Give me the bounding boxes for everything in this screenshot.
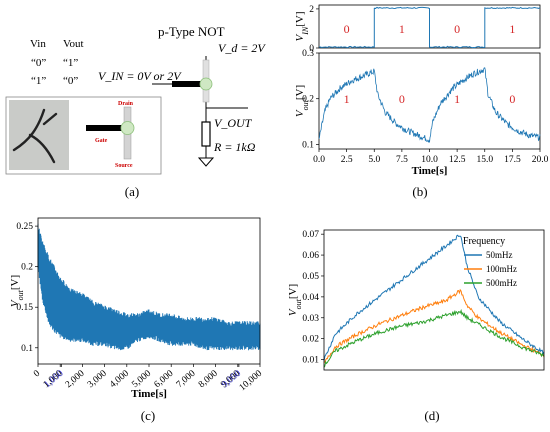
y-tick-label: 0.1: [21, 344, 33, 354]
y-tick-label: 0.04: [302, 293, 319, 303]
vin-label: V_IN = 0V or 2V: [98, 69, 182, 83]
truth-table-header-vout: Vout: [63, 38, 84, 50]
x-tick-label: 6,000: [153, 369, 176, 391]
channel-node-icon: [120, 121, 135, 135]
x-tick-label: 2,000: [64, 369, 87, 391]
truth-table-row2-vout: “0”: [63, 75, 78, 87]
y-axis-label: Vout[V]: [9, 275, 25, 307]
x-tick-label: 5,000: [130, 369, 153, 391]
plot-frame: [323, 229, 545, 371]
truth-table-row1-vin: “0”: [31, 57, 46, 69]
y-tick-label: 0.02: [302, 335, 319, 345]
circuit-title: p-Type NOT: [158, 24, 225, 39]
plot-frame: [318, 4, 541, 49]
resistor-icon: [201, 121, 211, 147]
x-tick-label: 20.0: [532, 155, 549, 165]
series-line-50mHz: [323, 234, 545, 362]
y-tick-label: 0.25: [16, 222, 33, 232]
x-tick-label: 15.0: [476, 155, 493, 165]
y-tick-label: 0.07: [302, 230, 319, 240]
y-tick-label: 0: [309, 44, 314, 54]
x-axis-label: Time[s]: [412, 165, 448, 177]
y-tick-label: 0.2: [21, 263, 33, 273]
series-line-500mHz: [323, 308, 545, 368]
state-annotation: 1: [344, 92, 350, 106]
state-annotation: 0: [454, 22, 460, 36]
legend-title: Frequency: [463, 236, 505, 247]
resistor-label: R = 1kΩ: [213, 140, 256, 154]
caption-d: (d): [424, 408, 439, 423]
gate-bar: [86, 125, 124, 131]
circuit-gate: [172, 81, 203, 87]
x-tick-label: 10,000: [238, 369, 265, 394]
x-tick-label: 10.0: [421, 155, 438, 165]
caption-a: (a): [125, 184, 139, 199]
y-tick-label: 0.1: [302, 140, 314, 150]
x-tick-label: 0.0: [313, 155, 325, 165]
chart-b-top: 0 2 0 1 0 1 VIN[V]: [294, 4, 541, 54]
panel-a: Vin Vout “0” “1” “1” “0” Drain Gate Sour…: [5, 24, 266, 199]
x-tick-label: 1,050: [43, 369, 66, 391]
y-axis-label: VIN[V]: [294, 11, 310, 41]
legend-label: 100mHz: [486, 264, 517, 274]
chart-b-bottom: 0.1 0.2 0.3 0.0 2.5 5.0 7.5 10.0 12.5 15.0 17.5 20.…: [294, 49, 549, 177]
vout-label: V_OUT: [214, 116, 253, 130]
truth-table-row2-vin: “1”: [31, 75, 46, 87]
y-tick-label: 0.01: [302, 356, 319, 366]
state-annotation: 1: [509, 22, 515, 36]
state-annotation: 0: [344, 22, 350, 36]
y-axis-label: Vout[V]: [287, 284, 303, 316]
y-tick-label: 0.2: [302, 95, 314, 105]
circuit-node-icon: [199, 77, 213, 91]
ground-icon: [197, 157, 215, 167]
x-tick-label: 12.5: [449, 155, 466, 165]
caption-b: (b): [412, 184, 427, 199]
x-tick-label: 5.0: [368, 155, 380, 165]
plot-frame: [318, 52, 541, 150]
truth-table-header-vin: Vin: [30, 38, 46, 50]
chart-d: 0.01 0.02 0.03 0.04 0.05 0.06 0.07 Vout[V] Frequ…: [287, 229, 545, 371]
drain-label: Drain: [118, 101, 134, 107]
gate-label: Gate: [95, 138, 108, 144]
device-photo: [9, 100, 69, 170]
x-tick-label: 2.5: [341, 155, 353, 165]
x-tick-label: 8,000: [197, 369, 220, 391]
x-tick-label: 0: [32, 369, 42, 380]
caption-c: (c): [141, 408, 155, 423]
y-tick-label: 0.05: [302, 272, 319, 282]
series-line: [319, 6, 541, 49]
series-line: [318, 67, 541, 143]
state-annotation: 0: [399, 92, 405, 106]
truth-table-row1-vout: “1”: [63, 57, 78, 69]
x-axis-label: Time[s]: [131, 388, 167, 400]
x-tick-label: 7,000: [175, 369, 198, 391]
x-tick-label: 4,000: [108, 369, 131, 391]
series-band: [37, 223, 261, 351]
x-tick-label: 17.5: [504, 155, 521, 165]
y-tick-label: 0.15: [16, 303, 33, 313]
y-tick-label: 0.06: [302, 251, 319, 261]
state-annotation: 0: [509, 92, 515, 106]
source-label: Source: [115, 163, 133, 169]
legend-label: 50mHz: [486, 250, 513, 260]
device-fiber-icon: [12, 108, 58, 164]
y-tick-label: 2: [309, 5, 314, 15]
state-annotation: 1: [454, 92, 460, 106]
y-tick-label: 0.3: [302, 49, 314, 59]
series-line-100mHz: [323, 288, 545, 364]
state-annotation: 1: [399, 22, 405, 36]
y-axis-label: Vout[V]: [294, 85, 310, 117]
vd-label: V_d = 2V: [218, 41, 266, 55]
x-tick-label: 3,000: [86, 369, 109, 391]
y-tick-label: 0.03: [302, 314, 319, 324]
x-tick-label: 7.5: [396, 155, 408, 165]
legend-label: 500mHz: [486, 278, 517, 288]
